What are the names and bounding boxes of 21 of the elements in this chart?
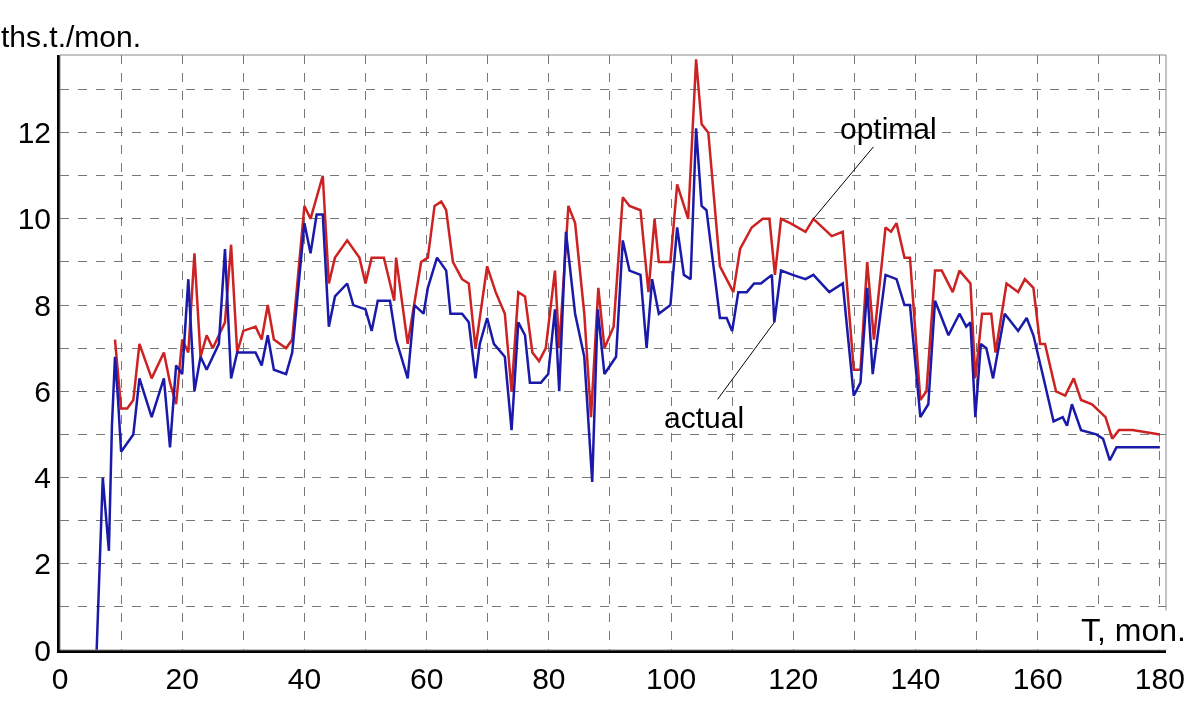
- y-tick-label: 2: [34, 547, 51, 581]
- x-tick-label: 140: [890, 662, 941, 695]
- y-tick-label: 6: [34, 374, 51, 408]
- x-tick-label: 40: [287, 662, 322, 695]
- x-tick-label: 180: [1134, 662, 1185, 695]
- x-tick-label: 20: [165, 662, 199, 695]
- y-tick-label: 10: [17, 202, 51, 236]
- x-tick-label: 160: [1012, 662, 1063, 695]
- annotation: actual: [664, 401, 745, 434]
- x-axis-title: T, mon.: [1081, 612, 1186, 648]
- y-tick-label: 0: [34, 633, 51, 667]
- x-tick-label: 100: [646, 662, 697, 695]
- y-tick-label: 8: [34, 288, 51, 322]
- annotation: optimal: [840, 112, 937, 145]
- x-tick-label: 120: [768, 662, 819, 695]
- y-axis-title: ths.t./mon.: [1, 20, 142, 53]
- y-tick-label: 12: [17, 116, 51, 150]
- y-tick-label: 4: [34, 461, 51, 495]
- x-tick-label: 60: [409, 662, 444, 695]
- x-tick-label: 80: [532, 662, 566, 695]
- line-series: [113, 58, 1162, 440]
